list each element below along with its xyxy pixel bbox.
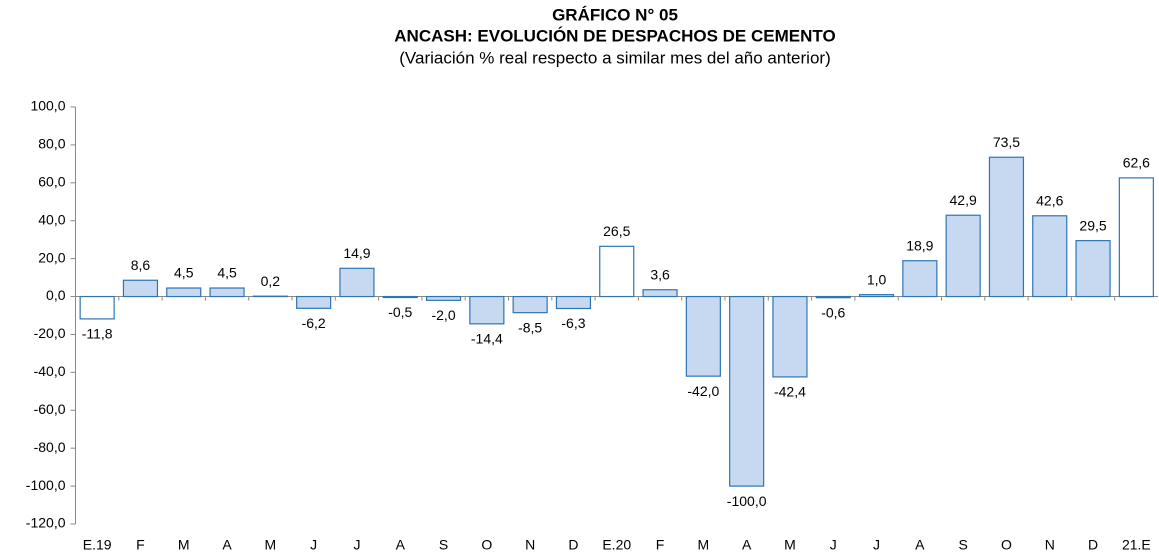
- value-label: 1,0: [867, 271, 887, 287]
- x-tick-label: J: [830, 537, 837, 553]
- x-tick-label: M: [178, 537, 190, 553]
- bar: [858, 294, 895, 298]
- x-tick-label: M: [265, 537, 277, 553]
- value-label: 14,9: [343, 245, 370, 261]
- bar: [1032, 215, 1068, 298]
- x-tick-label: O: [1001, 537, 1012, 553]
- x-tick-label: M: [698, 537, 710, 553]
- y-tick-label: 60,0: [38, 174, 65, 190]
- value-label: -0,6: [821, 304, 845, 320]
- bar: [512, 295, 548, 314]
- value-label: 4,5: [174, 265, 194, 281]
- value-label: 42,6: [1036, 193, 1063, 209]
- bar: [772, 295, 808, 378]
- value-label: -42,4: [774, 384, 806, 400]
- value-label: -14,4: [471, 331, 503, 347]
- value-label: 8,6: [131, 257, 151, 273]
- y-tick-label: -40,0: [34, 363, 66, 379]
- y-tick-label: -120,0: [26, 515, 66, 531]
- value-label: 62,6: [1123, 155, 1150, 171]
- value-label: -2,0: [431, 307, 455, 323]
- bar: [729, 295, 765, 487]
- bar: [902, 260, 938, 298]
- x-tick-label: J: [353, 537, 360, 553]
- x-tick-label: D: [1088, 537, 1098, 553]
- x-tick-label: E.19: [83, 537, 112, 553]
- value-label: 73,5: [993, 134, 1020, 150]
- value-label: 3,6: [650, 266, 670, 282]
- x-tick-label: S: [958, 537, 967, 553]
- chart-title: GRÁFICO N° 05: [552, 5, 678, 24]
- value-label: -42,0: [687, 383, 719, 399]
- y-tick-label: -80,0: [34, 439, 66, 455]
- x-tick-label: O: [481, 537, 492, 553]
- y-tick-label: 100,0: [30, 98, 65, 114]
- value-label: 29,5: [1079, 217, 1106, 233]
- x-tick-label: F: [656, 537, 665, 553]
- x-tick-label: M: [784, 537, 796, 553]
- x-tick-label: 21.E: [1122, 537, 1151, 553]
- y-tick-label: -20,0: [34, 325, 66, 341]
- bar: [555, 295, 592, 310]
- y-tick-label: 20,0: [38, 249, 65, 265]
- x-tick-label: N: [525, 537, 535, 553]
- x-tick-label: A: [915, 537, 925, 553]
- x-tick-label: N: [1045, 537, 1055, 553]
- bar: [685, 295, 721, 377]
- x-tick-label: A: [396, 537, 406, 553]
- bar: [122, 279, 159, 298]
- y-tick-label: -100,0: [26, 477, 66, 493]
- value-label: 42,9: [950, 192, 977, 208]
- value-label: 26,5: [603, 223, 630, 239]
- value-label: 0,2: [261, 273, 281, 289]
- value-label: -11,8: [82, 326, 113, 342]
- bar: [166, 287, 202, 298]
- value-label: -8,5: [518, 319, 542, 335]
- bar: [425, 295, 462, 301]
- bar: [339, 267, 375, 298]
- value-label: 4,5: [217, 265, 237, 281]
- bar: [1075, 240, 1111, 298]
- bar: [382, 295, 418, 299]
- x-tick-label: E.20: [602, 537, 631, 553]
- chart-note: (Variación % real respecto a similar mes…: [399, 48, 830, 67]
- value-label: 18,9: [906, 237, 933, 253]
- x-tick-label: F: [136, 537, 145, 553]
- value-label: -100,0: [727, 493, 767, 509]
- x-tick-label: D: [568, 537, 578, 553]
- bar: [988, 156, 1025, 298]
- value-label: -6,3: [561, 315, 585, 331]
- bar: [599, 245, 635, 298]
- y-tick-label: -60,0: [34, 401, 66, 417]
- x-tick-label: J: [873, 537, 880, 553]
- value-label: -0,5: [388, 304, 412, 320]
- bar: [1118, 177, 1154, 298]
- y-tick-label: 0,0: [46, 287, 66, 303]
- x-tick-label: A: [222, 537, 232, 553]
- bar: [79, 295, 115, 320]
- x-tick-label: J: [310, 537, 317, 553]
- bar: [209, 287, 245, 298]
- bar: [642, 289, 678, 298]
- y-tick-label: 80,0: [38, 136, 65, 152]
- chart-subtitle: ANCASH: EVOLUCIÓN DE DESPACHOS DE CEMENT…: [394, 26, 835, 45]
- value-label: -6,2: [302, 315, 326, 331]
- bar: [815, 295, 851, 299]
- y-tick-label: 40,0: [38, 211, 65, 227]
- x-tick-label: S: [439, 537, 448, 553]
- bar: [945, 214, 981, 298]
- bar: [469, 295, 505, 325]
- x-tick-label: A: [742, 537, 752, 553]
- bar: [296, 295, 332, 309]
